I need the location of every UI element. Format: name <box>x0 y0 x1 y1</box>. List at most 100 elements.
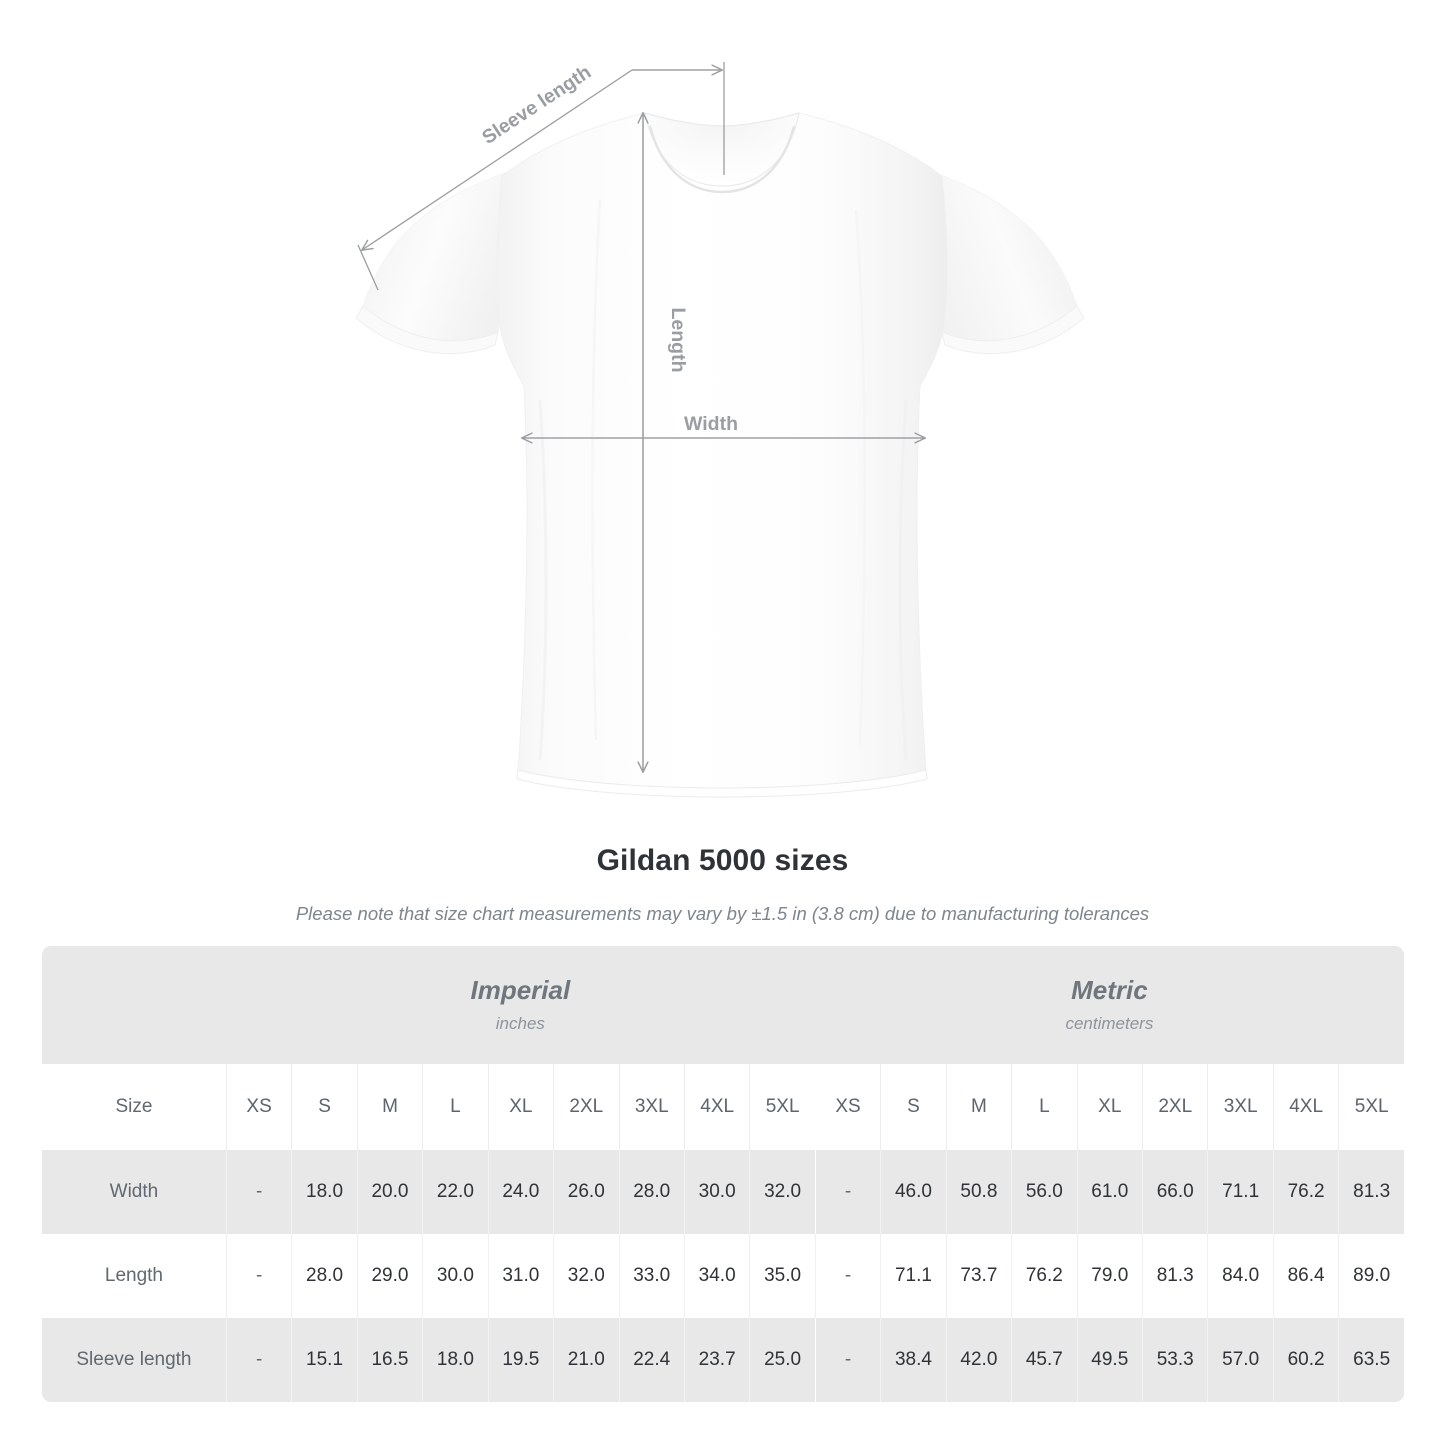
collar-rib <box>648 125 796 194</box>
cell-sleeve-length-imperial-3xl: 22.4 <box>618 1318 684 1402</box>
table-row: Width -18.0 20.0 22.0 24.0 26.0 28.0 30.0 32.0-4… <box>42 1150 1404 1234</box>
fold-right <box>854 209 867 746</box>
size-header-row: Size XS S M L XL 2XL 3XL 4XL 5XL XS S M L XL 2XL 3XL 4XL 5… <box>42 1064 1404 1150</box>
cell-sleeve-length-metric-5xl: 63.5 <box>1338 1318 1404 1402</box>
tshirt-illustration: Sleeve length Length Width <box>355 61 1085 798</box>
table-row: Sleeve length -15.1 16.5 18.0 19.5 21.0 22.4 23… <box>42 1318 1404 1402</box>
cell-length-metric-5xl: 89.0 <box>1338 1234 1404 1318</box>
size-header-imperial-l: L <box>422 1064 488 1150</box>
cell-length-imperial-5xl: 35.0 <box>749 1234 815 1318</box>
cell-width-imperial-m: 20.0 <box>356 1150 423 1234</box>
cell-width-metric-xl: 61.0 <box>1076 1150 1143 1234</box>
cell-width-imperial-xl: 24.0 <box>487 1150 554 1234</box>
table-row: Length -28.0 29.0 30.0 31.0 32.0 33.0 34.0 35.0-… <box>42 1234 1404 1318</box>
cell-width-metric-l: 56.0 <box>1011 1150 1077 1234</box>
size-header-imperial-2xl: 2XL <box>553 1064 619 1150</box>
size-header-imperial-4xl: 4XL <box>683 1064 750 1150</box>
cell-sleeve-length-imperial-xl: 19.5 <box>487 1318 554 1402</box>
cell-width-imperial-3xl: 28.0 <box>618 1150 684 1234</box>
cell-width-imperial-2xl: 26.0 <box>553 1150 619 1234</box>
cell-length-imperial-4xl: 34.0 <box>683 1234 750 1318</box>
size-header-imperial-xl: XL <box>487 1064 554 1150</box>
cell-length-metric-xs: - <box>814 1234 881 1318</box>
size-header-imperial-5xl: 5XL <box>749 1064 815 1150</box>
size-header-metric-xs: XS <box>814 1064 881 1150</box>
cell-sleeve-length-metric-l: 45.7 <box>1011 1318 1077 1402</box>
cell-length-imperial-m: 29.0 <box>356 1234 423 1318</box>
cell-width-metric-5xl: 81.3 <box>1338 1150 1404 1234</box>
sleeve-length-arrow <box>362 69 633 250</box>
cell-length-imperial-s: 28.0 <box>291 1234 357 1318</box>
cell-width-imperial-5xl: 32.0 <box>749 1150 815 1234</box>
sleeve-end-tick <box>357 244 379 291</box>
cell-width-metric-4xl: 76.2 <box>1272 1150 1339 1234</box>
measurement-annotations <box>357 62 925 772</box>
cell-sleeve-length-metric-s: 38.4 <box>880 1318 946 1402</box>
cell-length-imperial-3xl: 33.0 <box>618 1234 684 1318</box>
size-header-metric-4xl: 4XL <box>1272 1064 1339 1150</box>
shirt-silhouette <box>355 112 1085 798</box>
size-header-imperial-xs: XS <box>225 1064 292 1150</box>
unit-banner-row: Imperial inches Metric centimeters <box>42 946 1404 1064</box>
fold-side-right <box>898 399 908 761</box>
cell-length-metric-m: 73.7 <box>945 1234 1012 1318</box>
cell-sleeve-length-metric-m: 42.0 <box>945 1318 1012 1402</box>
page-title: Gildan 5000 sizes <box>596 844 849 877</box>
size-header-metric-2xl: 2XL <box>1142 1064 1208 1150</box>
cell-length-metric-s: 71.1 <box>880 1234 946 1318</box>
right-sleeve-hem <box>941 305 1085 355</box>
unit-banner-spacer <box>42 946 226 1064</box>
bottom-hem <box>516 769 928 798</box>
size-chart-table-wrapper: Imperial inches Metric centimeters Size X… <box>42 946 1404 1402</box>
size-header-imperial-m: M <box>356 1064 423 1150</box>
unit-sub-imperial: inches <box>495 1014 545 1033</box>
cell-length-metric-xl: 79.0 <box>1076 1234 1143 1318</box>
cell-sleeve-length-metric-3xl: 57.0 <box>1207 1318 1273 1402</box>
cell-sleeve-length-imperial-l: 18.0 <box>422 1318 488 1402</box>
size-header-imperial-s: S <box>291 1064 357 1150</box>
size-header-metric-xl: XL <box>1076 1064 1143 1150</box>
left-sleeve-hem <box>355 305 499 355</box>
unit-header-metric: Metric centimeters <box>814 946 1404 1064</box>
cell-width-imperial-4xl: 30.0 <box>683 1150 750 1234</box>
cell-sleeve-length-imperial-5xl: 25.0 <box>749 1318 815 1402</box>
shirt-body <box>496 112 948 789</box>
cell-length-metric-l: 76.2 <box>1011 1234 1077 1318</box>
unit-name-metric: Metric <box>1071 975 1148 1005</box>
cell-sleeve-length-metric-xl: 49.5 <box>1076 1318 1143 1402</box>
row-label-sleeve-length: Sleeve length <box>42 1318 226 1402</box>
fold-side-left <box>538 399 548 761</box>
cell-width-metric-xs: - <box>814 1150 881 1234</box>
cell-length-metric-3xl: 84.0 <box>1207 1234 1273 1318</box>
cell-width-imperial-s: 18.0 <box>291 1150 357 1234</box>
cell-width-imperial-l: 22.0 <box>422 1150 488 1234</box>
cell-width-imperial-xs: - <box>225 1150 292 1234</box>
size-header-metric-3xl: 3XL <box>1207 1064 1273 1150</box>
size-header-metric-m: M <box>945 1064 1012 1150</box>
cell-sleeve-length-imperial-xs: - <box>225 1318 292 1402</box>
cell-length-imperial-2xl: 32.0 <box>553 1234 619 1318</box>
cell-length-metric-4xl: 86.4 <box>1272 1234 1339 1318</box>
cell-sleeve-length-metric-4xl: 60.2 <box>1272 1318 1339 1402</box>
unit-name-imperial: Imperial <box>470 975 571 1005</box>
size-header-metric-l: L <box>1011 1064 1077 1150</box>
cell-sleeve-length-metric-2xl: 53.3 <box>1142 1318 1208 1402</box>
width-label: Width <box>684 413 738 435</box>
size-header-metric-s: S <box>880 1064 946 1150</box>
length-label: Length <box>667 308 689 373</box>
cell-length-imperial-l: 30.0 <box>422 1234 488 1318</box>
cell-length-imperial-xl: 31.0 <box>487 1234 554 1318</box>
fold-left <box>591 199 602 741</box>
table-corner-label: Size <box>42 1064 226 1150</box>
cell-width-metric-s: 46.0 <box>880 1150 946 1234</box>
row-label-length: Length <box>42 1234 226 1318</box>
size-header-metric-5xl: 5XL <box>1338 1064 1404 1150</box>
cell-sleeve-length-imperial-2xl: 21.0 <box>553 1318 619 1402</box>
cell-sleeve-length-metric-xs: - <box>814 1318 881 1402</box>
cell-sleeve-length-imperial-m: 16.5 <box>356 1318 423 1402</box>
unit-header-imperial: Imperial inches <box>225 946 815 1064</box>
row-label-width: Width <box>42 1150 226 1234</box>
size-header-imperial-3xl: 3XL <box>618 1064 684 1150</box>
cell-width-metric-2xl: 66.0 <box>1142 1150 1208 1234</box>
cell-width-metric-m: 50.8 <box>945 1150 1012 1234</box>
